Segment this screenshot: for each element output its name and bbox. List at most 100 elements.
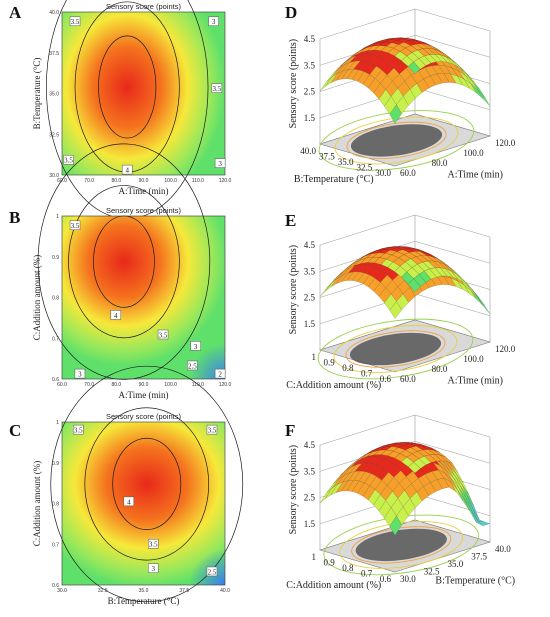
contour-label: 3 [148, 563, 159, 573]
contour-line [37, 143, 211, 380]
y-tick-label: 30.0 [49, 173, 59, 179]
contour-label: 3.5 [206, 424, 218, 435]
contour-label: 3.5 [157, 329, 169, 339]
surface-cell [464, 285, 477, 300]
y-tick-label: 0.8 [52, 296, 59, 302]
floor-contour-line [346, 121, 447, 160]
svg-text:2: 2 [218, 371, 222, 379]
contour-label: 3 [214, 158, 226, 168]
x-tick-label: 120.0 [219, 178, 232, 184]
grid-line [414, 493, 491, 516]
svg-text:3: 3 [194, 343, 198, 351]
y-tick-label: 0.9 [52, 461, 59, 467]
surface-mesh [319, 442, 491, 536]
y-axis-label: B:Temperature (°C) [32, 58, 42, 130]
x-tick-label: 110.0 [192, 178, 204, 184]
panel-letter-d: D [285, 3, 298, 22]
y-tick-label: 0.7 [361, 369, 373, 379]
x-tick-label: 100.0 [463, 148, 484, 158]
low-region [62, 216, 225, 379]
y-tick-label: 0.7 [361, 569, 373, 579]
svg-text:2.5: 2.5 [188, 362, 197, 370]
z-axis-label: Sensory score (points) [288, 445, 299, 534]
surface-cell [408, 462, 421, 474]
y-tick-label: 0.9 [324, 358, 336, 368]
x-tick-label: 70.0 [84, 178, 94, 184]
contour-label: 3.5 [69, 220, 81, 230]
z-tick-label: 4.5 [304, 440, 316, 450]
x-tick-label: 90.0 [139, 178, 149, 184]
grid-line [414, 293, 491, 316]
surface-cell [477, 297, 491, 315]
surface-cell [470, 290, 484, 306]
x-tick-label: 40.0 [495, 544, 511, 554]
svg-text:3.5: 3.5 [74, 427, 83, 435]
z-tick-label: 2.5 [304, 87, 316, 97]
svg-text:4: 4 [125, 167, 129, 175]
plot-frame [61, 11, 226, 176]
y-tick-label: 35.0 [49, 92, 59, 98]
surface-plot-e: 1.5 2.5 3.5 4.5 Sensory score (points) 60.0 80… [286, 214, 516, 391]
contour-label: 2 [214, 368, 226, 379]
chart-title: Sensory score (points) [106, 206, 182, 215]
x-tick-label: 80.0 [111, 382, 121, 388]
contour-label: 2.5 [206, 566, 218, 576]
contour-label: 4 [123, 496, 135, 506]
y-tick-label: 0.8 [342, 563, 354, 573]
svg-text:3.5: 3.5 [149, 541, 158, 549]
x-axis-label: A:Time (min) [119, 186, 169, 196]
surface-cell [408, 278, 421, 293]
contour-line [50, 365, 244, 603]
grid-line [414, 441, 491, 464]
svg-text:3.5: 3.5 [212, 85, 221, 93]
x-tick-label: 80.0 [432, 158, 448, 168]
x-tick-label: 35.0 [139, 588, 149, 594]
floor-contour-fill [350, 124, 443, 157]
x-tick-label: 110.0 [192, 382, 204, 388]
floor-contour-line [333, 325, 458, 373]
contour-label: 3 [74, 368, 86, 379]
y-tick-label: 30.0 [375, 168, 391, 178]
z-tick-label: 3.5 [304, 466, 316, 476]
grid-line [319, 414, 416, 446]
x-tick-label: 60.0 [57, 382, 67, 388]
y-axis-label: C:Addition amount (%) [32, 461, 42, 547]
plot-frame [61, 215, 226, 380]
y-axis-label: C:Addition amount (%) [286, 380, 381, 391]
y-tick-label: 0.6 [380, 374, 392, 384]
x-axis-label: A:Time (min) [448, 170, 503, 181]
x-tick-label: 37.5 [179, 588, 189, 594]
svg-text:2.5: 2.5 [208, 568, 217, 576]
plot-frame [61, 421, 226, 586]
y-axis-label: C:Addition amount (%) [286, 580, 381, 591]
contour-line [84, 407, 210, 561]
x-tick-label: 60.0 [400, 374, 416, 384]
floor-contour-line [345, 330, 446, 368]
y-tick-label: 1 [312, 352, 317, 362]
z-tick-label: 2.5 [304, 293, 316, 303]
x-tick-label: 32.5 [98, 588, 108, 594]
svg-text:3: 3 [218, 160, 222, 168]
contour-label: 3.5 [211, 83, 223, 93]
surface-cell [477, 89, 491, 107]
contour-label: 3.5 [148, 539, 159, 549]
z-tick-label: 4.5 [304, 34, 316, 44]
grid-line [414, 414, 491, 438]
surface-plot-d: 1.5 2.5 3.5 4.5 Sensory score (points) 60.0 80… [288, 8, 516, 185]
x-tick-label: 30.0 [57, 588, 67, 594]
x-tick-label: 32.5 [424, 567, 440, 577]
surface-cell [325, 278, 338, 292]
svg-text:3: 3 [212, 18, 216, 26]
x-tick-label: 100.0 [463, 354, 484, 364]
x-tick-label: 80.0 [111, 178, 121, 184]
svg-text:3.5: 3.5 [64, 157, 73, 165]
contour-fill [62, 12, 225, 175]
panel-letter-b: B [9, 208, 21, 227]
y-tick-label: 35.0 [338, 157, 354, 167]
contour-label: 3.5 [69, 16, 81, 26]
floor-contour-fill [349, 332, 442, 366]
x-tick-label: 37.5 [471, 552, 487, 562]
svg-text:3.5: 3.5 [71, 18, 80, 26]
x-tick-label: 80.0 [432, 364, 448, 374]
